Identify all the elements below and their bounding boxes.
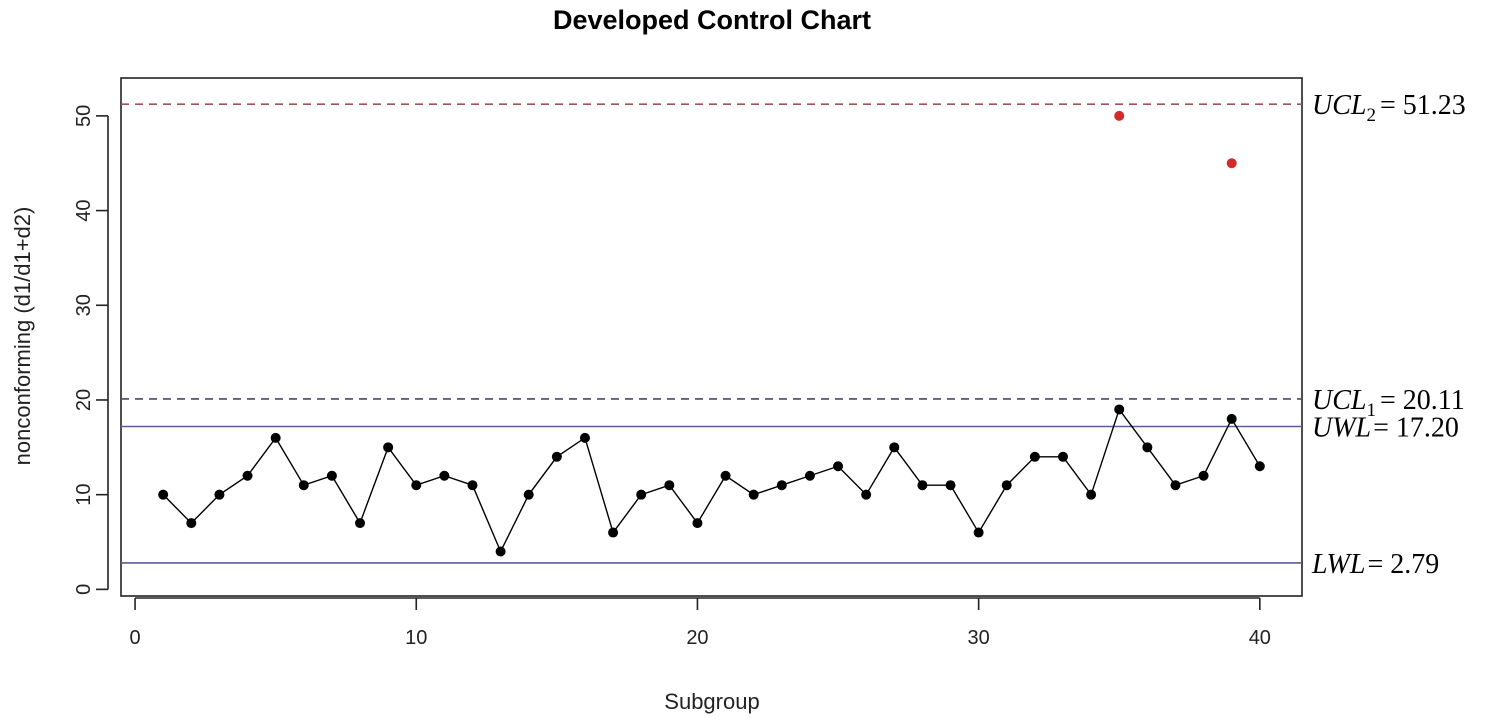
y-tick-label: 40 [73,199,95,221]
y-tick-label: 50 [73,105,95,127]
data-point [186,518,197,529]
y-axis-label: nonconforming (d1/d1+d2) [10,207,35,466]
uwl-label: UWL= 17.20 [1312,412,1459,443]
out-of-control-point [1114,110,1125,121]
data-point [776,480,787,491]
data-point [917,480,928,491]
data-point [945,480,956,491]
data-point [720,470,731,481]
data-point [833,461,844,472]
x-tick-label: 10 [405,627,427,649]
y-axis: 0 10 20 30 40 50 [73,105,109,595]
y-tick-label: 20 [73,389,95,411]
ucl2-label: UCL2 = 51.23 [1312,90,1466,126]
data-point [1254,461,1265,472]
data-point [636,489,647,500]
data-point [1142,442,1153,453]
data-point [664,480,675,491]
data-point [1029,451,1040,462]
series-layer [158,110,1265,557]
y-tick-label: 0 [73,584,95,595]
out-of-control-point [1226,158,1237,169]
data-point [804,470,815,481]
data-point [1170,480,1181,491]
y-tick-label: 30 [73,294,95,316]
x-tick-label: 0 [129,627,140,649]
plot-frame [120,77,1303,597]
data-point [467,480,478,491]
data-point [889,442,900,453]
series-line [162,407,1261,554]
data-point [1086,489,1097,500]
data-point [270,432,281,443]
data-point [355,518,366,529]
data-point [1114,404,1125,415]
y-tick-label: 10 [73,484,95,506]
data-point [861,489,872,500]
data-point [1198,470,1209,481]
data-point [579,432,590,443]
lwl-label: LWL= 2.79 [1311,549,1439,580]
data-point [383,442,394,453]
limit-lines [121,103,1302,564]
data-point [242,470,253,481]
data-point [1057,451,1068,462]
x-tick-label: 30 [968,627,990,649]
x-tick-label: 20 [686,627,708,649]
data-point [523,489,534,500]
data-point [692,518,703,529]
data-point [551,451,562,462]
x-axis-label: Subgroup [664,689,759,714]
data-point [1001,480,1012,491]
ucl1-label: UCL1 = 20.11 [1312,385,1465,421]
data-point [608,527,619,538]
data-point [1226,413,1237,424]
data-point [214,489,225,500]
data-point [495,546,506,557]
data-point [158,489,169,500]
data-point [411,480,422,491]
data-point [973,527,984,538]
x-axis: 0 10 20 30 40 [129,597,1271,649]
data-point [326,470,337,481]
data-point [748,489,759,500]
chart-title: Developed Control Chart [553,5,871,35]
data-point [298,480,309,491]
data-point [439,470,450,481]
x-tick-label: 40 [1249,627,1271,649]
